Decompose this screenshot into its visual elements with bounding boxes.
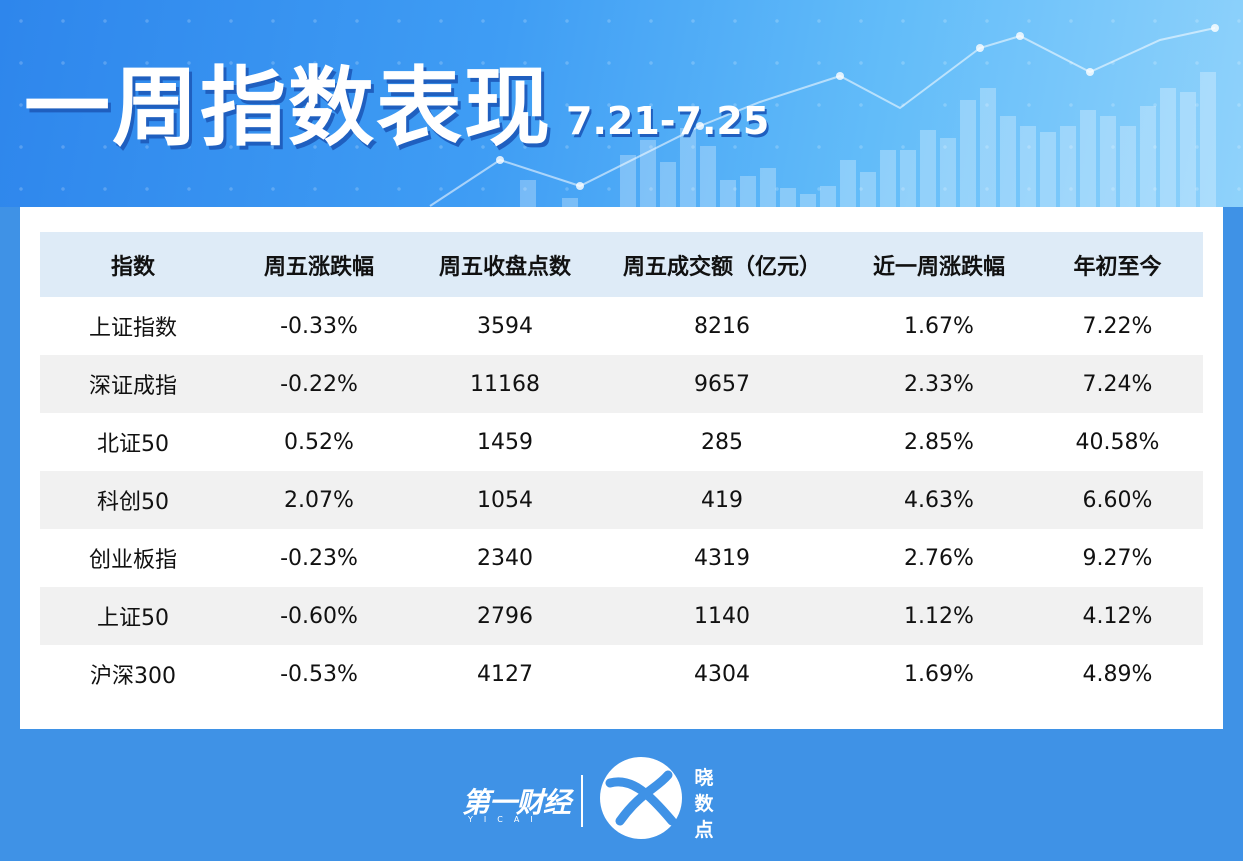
index-name: 深证成指 (40, 355, 226, 413)
turnover: 4319 (694, 545, 750, 571)
table-row: 沪深300 -0.53% 4127 4304 1.69% 4.89% (40, 645, 1203, 703)
ytd-change: 4.12% (1032, 587, 1203, 645)
yicai-logo-text: 第一财经 (462, 786, 571, 819)
column-header-ytd: 年初至今 (1032, 232, 1203, 297)
ytd-change: 6.60% (1032, 471, 1203, 529)
close-points: 2796 (412, 587, 598, 645)
index-name: 上证指数 (88, 316, 177, 341)
ytd-change: 40.58% (1075, 429, 1160, 455)
ytd-change: 7.22% (1082, 313, 1153, 339)
index-name: 沪深300 (90, 664, 176, 689)
table-row: 科创50 2.07% 1054 419 4.63% 6.60% (40, 471, 1203, 529)
close-points: 1054 (412, 471, 598, 529)
turnover: 1140 (598, 587, 846, 645)
table-header-row: 指数 周五涨跌幅 周五收盘点数 周五成交额（亿元） 近一周涨跌幅 年初至今 (40, 232, 1203, 297)
ytd-change: 9.27% (1082, 545, 1153, 571)
day-change: -0.33% (280, 313, 358, 339)
index-name: 创业板指 (88, 548, 177, 573)
week-change: 4.63% (846, 471, 1032, 529)
week-change: 1.67% (904, 313, 974, 339)
day-change: 0.52% (284, 429, 354, 455)
xiaoshudian-logo-icon (600, 757, 682, 839)
index-name: 北证50 (97, 432, 169, 457)
turnover: 9657 (598, 355, 846, 413)
close-points: 2340 (477, 545, 533, 571)
table-row: 北证50 0.52% 1459 285 2.85% 40.58% (40, 413, 1203, 471)
turnover: 419 (598, 471, 846, 529)
close-points: 11168 (412, 355, 598, 413)
table-row: 上证50 -0.60% 2796 1140 1.12% 4.12% (40, 587, 1203, 645)
column-header-day-change: 周五涨跌幅 (226, 232, 412, 297)
date-range: 7.21-7.25 (566, 99, 770, 143)
logo-char: 数 (694, 793, 714, 815)
close-points: 3594 (477, 313, 533, 339)
logo-char: 晓 (694, 767, 714, 789)
logo-char: 点 (694, 819, 714, 841)
close-points: 4127 (477, 661, 533, 687)
index-name: 科创50 (40, 471, 226, 529)
column-header-week-change: 近一周涨跌幅 (846, 232, 1032, 297)
week-change: 2.76% (904, 545, 974, 571)
close-points: 1459 (477, 429, 533, 455)
week-change: 2.85% (904, 429, 974, 455)
table-row: 深证成指 -0.22% 11168 9657 2.33% 7.24% (40, 355, 1203, 413)
ytd-change: 7.24% (1032, 355, 1203, 413)
week-change: 2.33% (846, 355, 1032, 413)
column-header-close: 周五收盘点数 (412, 232, 598, 297)
turnover: 8216 (694, 313, 750, 339)
table-row: 创业板指 -0.23% 2340 4319 2.76% 9.27% (40, 529, 1203, 587)
rising-bar-chart-decoration-icon (429, 24, 1219, 207)
header-banner: 一周指数表现 7.21-7.25 (0, 0, 1243, 207)
column-header-turnover: 周五成交额（亿元） (598, 232, 846, 297)
week-change: 1.69% (904, 661, 974, 687)
day-change: 2.07% (226, 471, 412, 529)
ytd-change: 4.89% (1082, 661, 1153, 687)
day-change: -0.23% (280, 545, 358, 571)
footer: 第一财经 YICAI 晓 数 点 (0, 729, 1243, 861)
day-change: -0.60% (226, 587, 412, 645)
yicai-logo-subtext: YICAI (468, 815, 544, 824)
column-header-index: 指数 (40, 232, 226, 297)
page-title: 一周指数表现 (24, 58, 552, 158)
table-row: 上证指数 -0.33% 3594 8216 1.67% 7.22% (40, 297, 1203, 355)
index-performance-table: 指数 周五涨跌幅 周五收盘点数 周五成交额（亿元） 近一周涨跌幅 年初至今 上证… (40, 232, 1203, 703)
index-name: 上证50 (40, 587, 226, 645)
dot-pattern (0, 0, 1243, 207)
day-change: -0.53% (280, 661, 358, 687)
week-change: 1.12% (846, 587, 1032, 645)
logo-divider (581, 775, 583, 827)
turnover: 285 (701, 429, 743, 455)
xiaoshudian-logo-text: 晓 数 点 (692, 765, 716, 843)
turnover: 4304 (694, 661, 750, 687)
index-table-card: 指数 周五涨跌幅 周五收盘点数 周五成交额（亿元） 近一周涨跌幅 年初至今 上证… (20, 207, 1223, 729)
day-change: -0.22% (226, 355, 412, 413)
